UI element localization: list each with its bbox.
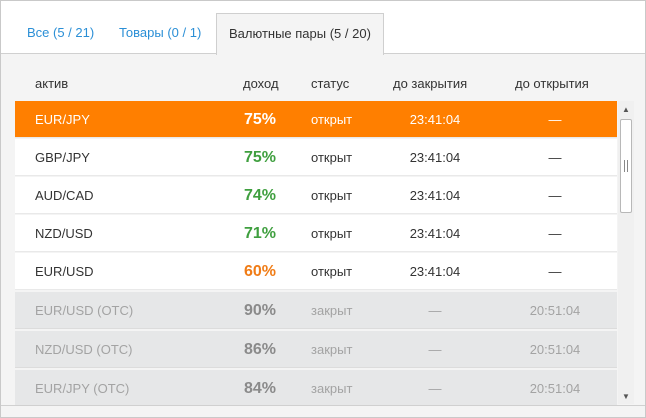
time-until-close: 23:41:04 [409,226,461,241]
scroll-down-icon[interactable]: ▼ [622,392,630,401]
vertical-scrollbar[interactable]: ▲ ▼ [618,101,634,404]
column-header-until-close[interactable]: до закрытия [393,76,468,91]
column-header-status[interactable]: статус [311,76,350,91]
asset-name: EUR/USD [35,264,94,279]
table-row[interactable]: EUR/JPY 75% открыт 23:41:04 — [15,101,617,138]
income-value: 71% [243,225,277,242]
divider [1,405,645,406]
income-value: 75% [243,111,277,128]
time-until-open: 20:51:04 [529,381,581,396]
tab-currency-pairs[interactable]: Валютные пары (5 / 20) [216,13,384,55]
time-until-close: 23:41:04 [409,112,461,127]
column-header-income[interactable]: доход [243,76,279,91]
grip-icon [624,160,628,172]
table-row[interactable]: EUR/USD 60% открыт 23:41:04 — [15,253,617,290]
scrollbar-thumb[interactable] [620,119,632,213]
table-row[interactable]: NZD/USD (OTC) 86% закрыт — 20:51:04 [15,331,617,368]
income-value: 74% [243,187,277,204]
asset-name: EUR/JPY (OTC) [35,381,130,396]
tab-commodities[interactable]: Товары (0 / 1) [119,25,202,40]
tab-all[interactable]: Все (5 / 21) [27,25,95,40]
time-until-open: — [548,226,562,241]
income-value: 86% [243,341,277,358]
time-until-close: — [428,303,442,318]
time-until-open: 20:51:04 [529,342,581,357]
table-row[interactable]: GBP/JPY 75% открыт 23:41:04 — [15,139,617,176]
table-row[interactable]: EUR/JPY (OTC) 84% закрыт — 20:51:04 [15,370,617,406]
status-text: закрыт [311,303,353,318]
asset-name: AUD/CAD [35,188,94,203]
time-until-close: 23:41:04 [409,188,461,203]
asset-table: EUR/JPY 75% открыт 23:41:04 — GBP/JPY 75… [15,101,617,406]
status-text: открыт [311,150,353,165]
table-row[interactable]: NZD/USD 71% открыт 23:41:04 — [15,215,617,252]
status-text: закрыт [311,342,353,357]
time-until-close: — [428,381,442,396]
income-value: 84% [243,380,277,397]
status-text: закрыт [311,381,353,396]
column-header-asset[interactable]: актив [35,76,69,91]
asset-name: NZD/USD (OTC) [35,342,133,357]
time-until-open: — [548,150,562,165]
income-value: 60% [243,263,277,280]
time-until-close: — [428,342,442,357]
scroll-up-icon[interactable]: ▲ [622,105,630,114]
time-until-close: 23:41:04 [409,150,461,165]
column-header-until-open[interactable]: до открытия [515,76,589,91]
status-text: открыт [311,226,353,241]
asset-name: GBP/JPY [35,150,90,165]
table-row[interactable]: EUR/USD (OTC) 90% закрыт — 20:51:04 [15,292,617,329]
time-until-open: — [548,264,562,279]
time-until-open: — [548,112,562,127]
income-value: 75% [243,149,277,166]
table-row[interactable]: AUD/CAD 74% открыт 23:41:04 — [15,177,617,214]
table-header: актив доход статус до закрытия до открыт… [15,64,631,100]
status-text: открыт [311,112,353,127]
asset-name: EUR/USD (OTC) [35,303,134,318]
tab-bar: Все (5 / 21) Товары (0 / 1) Валютные пар… [1,1,645,55]
time-until-open: — [548,188,562,203]
status-text: открыт [311,188,353,203]
asset-name: EUR/JPY [35,112,90,127]
asset-name: NZD/USD [35,226,93,241]
time-until-close: 23:41:04 [409,264,461,279]
income-value: 90% [243,302,277,319]
time-until-open: 20:51:04 [529,303,581,318]
status-text: открыт [311,264,353,279]
